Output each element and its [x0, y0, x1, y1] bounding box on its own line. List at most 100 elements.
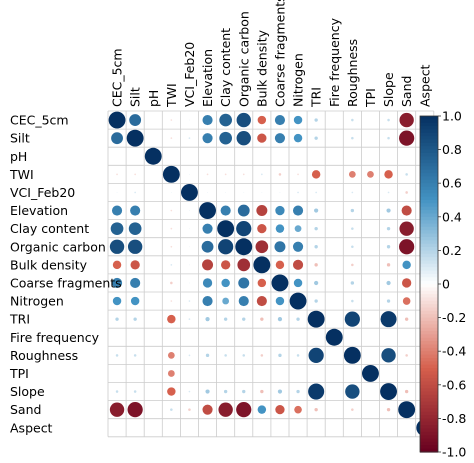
corr-circle-organic-carbon-clay-content	[218, 239, 234, 255]
colorbar-segment	[420, 324, 438, 329]
colorbar-segment	[420, 368, 438, 372]
corr-circle-elevation-twi	[170, 209, 173, 212]
corr-circle-nitrogen-twi	[170, 300, 173, 302]
row-label-sand: Sand	[10, 402, 41, 417]
corr-circle-cec-5cm-roughness	[351, 118, 354, 122]
col-label-silt: Silt	[128, 87, 143, 107]
colorbar-segment	[420, 374, 438, 379]
corr-circle-nitrogen-bulk-density	[256, 295, 267, 307]
colorbar-segment	[420, 307, 438, 312]
colorbar-segment	[420, 119, 438, 124]
corr-circle-sand-clay-content	[218, 402, 233, 417]
corr-circle-twi-bulk-density	[261, 173, 263, 176]
colorbar-tick-label: -0.4	[442, 344, 466, 359]
corr-circle-nitrogen-nitrogen	[289, 292, 307, 310]
row-label-silt: Silt	[10, 131, 30, 146]
colorbar-segment	[420, 418, 438, 423]
corr-circle-tri-tri	[307, 310, 325, 328]
grid-lines	[107, 110, 435, 438]
corr-circle-vci-feb20-clay-content	[225, 192, 227, 193]
colorbar-segment	[420, 354, 438, 359]
colorbar-segment	[420, 146, 438, 151]
corr-circle-roughness-vci-feb20	[188, 354, 191, 357]
corr-circle-roughness-clay-content	[224, 354, 227, 357]
colorbar-segment	[420, 280, 438, 285]
col-label-sand: Sand	[399, 76, 414, 107]
corr-circle-bulk-density-bulk-density	[253, 256, 271, 274]
colorbar-segment	[420, 240, 438, 245]
corr-circle-fire-frequency-fire-frequency	[325, 328, 343, 346]
col-label-slope: Slope	[381, 72, 396, 107]
corr-circle-vci-feb20-silt	[134, 191, 136, 194]
colorbar-segment	[420, 260, 438, 265]
corr-circle-elevation-vci-feb20	[189, 210, 190, 211]
colorbar-segment	[420, 438, 438, 443]
colorbar-segment	[420, 223, 438, 228]
corr-circle-nitrogen-roughness	[351, 299, 354, 303]
colorbar-segment	[420, 287, 438, 292]
corr-circle-clay-content-clay-content	[217, 220, 235, 238]
corr-circle-sand-vci-feb20	[188, 408, 191, 411]
colorbar-segment	[420, 156, 438, 161]
corr-circle-tri-nitrogen	[296, 317, 300, 321]
corr-circle-sand-bulk-density	[257, 405, 267, 414]
colorbar-tick-label: -1.0	[442, 445, 466, 460]
corr-circle-twi-silt	[134, 173, 136, 176]
colorbar-segment	[420, 415, 438, 419]
corr-circle-clay-content-tri	[314, 226, 318, 231]
corr-circle-roughness-slope	[381, 348, 396, 363]
corr-circle-elevation-coarse-fragments	[275, 205, 285, 216]
corr-circle-elevation-roughness	[350, 208, 355, 213]
corr-circle-coarse-fragments-cec-5cm	[111, 277, 123, 289]
corr-circle-clay-content-silt	[128, 222, 142, 235]
col-label-tpi: TPI	[363, 88, 378, 108]
corr-circle-cec-5cm-sand	[399, 112, 414, 128]
colorbar-segment	[420, 126, 438, 131]
colorbar-segment	[420, 152, 438, 157]
corr-circle-vci-feb20-nitrogen	[297, 191, 299, 194]
corr-circle-vci-feb20-twi	[170, 192, 172, 193]
corr-circle-cec-5cm-elevation	[202, 114, 213, 126]
colorbar-segment	[420, 273, 438, 278]
corr-circle-bulk-density-nitrogen	[292, 259, 304, 270]
col-label-bulk-density: Bulk density	[254, 29, 269, 107]
corr-circle-coarse-fragments-clay-content	[221, 278, 230, 288]
corr-circle-organic-carbon-silt	[127, 239, 143, 254]
colorbar-segment	[420, 247, 438, 251]
corr-circle-nitrogen-silt	[130, 296, 140, 306]
corr-circle-coarse-fragments-vci-feb20	[189, 282, 190, 284]
corr-circle-cec-5cm-nitrogen	[293, 115, 303, 125]
colorbar-segment	[420, 116, 438, 120]
corr-circle-elevation-slope	[386, 208, 391, 213]
corr-circle-bulk-density-twi	[170, 264, 173, 266]
corr-circle-bulk-density-cec-5cm	[112, 260, 122, 270]
row-label-clay-content: Clay content	[10, 221, 89, 236]
col-label-cec-5cm: CEC_5cm	[110, 48, 125, 107]
colorbar-segment	[420, 435, 438, 440]
corr-circle-silt-elevation	[202, 133, 213, 144]
corr-circle-tri-bulk-density	[260, 317, 264, 321]
corr-circle-silt-roughness	[351, 136, 354, 140]
row-label-coarse-fragments: Coarse fragments	[10, 275, 122, 290]
corr-circle-bulk-density-elevation	[202, 259, 214, 271]
colorbar-segment	[420, 173, 438, 178]
corr-circle-roughness-organic-carbon	[242, 354, 246, 357]
corr-circle-organic-carbon-sand	[399, 239, 415, 255]
colorbar-segment	[420, 404, 438, 409]
row-label-ph: pH	[10, 149, 27, 164]
corr-circle-coarse-fragments-slope	[386, 280, 391, 286]
corr-circle-slope-sand	[404, 389, 409, 394]
corr-circle-cec-5cm-vci-feb20	[189, 119, 190, 121]
colorbar-segment	[420, 166, 438, 171]
corr-circle-elevation-nitrogen	[292, 205, 304, 216]
col-label-nitrogen: Nitrogen	[291, 53, 306, 107]
corr-circle-twi-clay-content	[224, 173, 227, 176]
corr-circle-cec-5cm-tri	[314, 118, 318, 122]
corr-circle-sand-elevation	[202, 404, 213, 415]
corr-circle-organic-carbon-vci-feb20	[189, 246, 190, 248]
corr-circle-clay-content-bulk-density	[257, 224, 267, 234]
correlation-circles	[108, 111, 434, 437]
corr-circle-twi-organic-carbon	[242, 173, 245, 176]
row-label-tri: TRI	[9, 312, 30, 327]
